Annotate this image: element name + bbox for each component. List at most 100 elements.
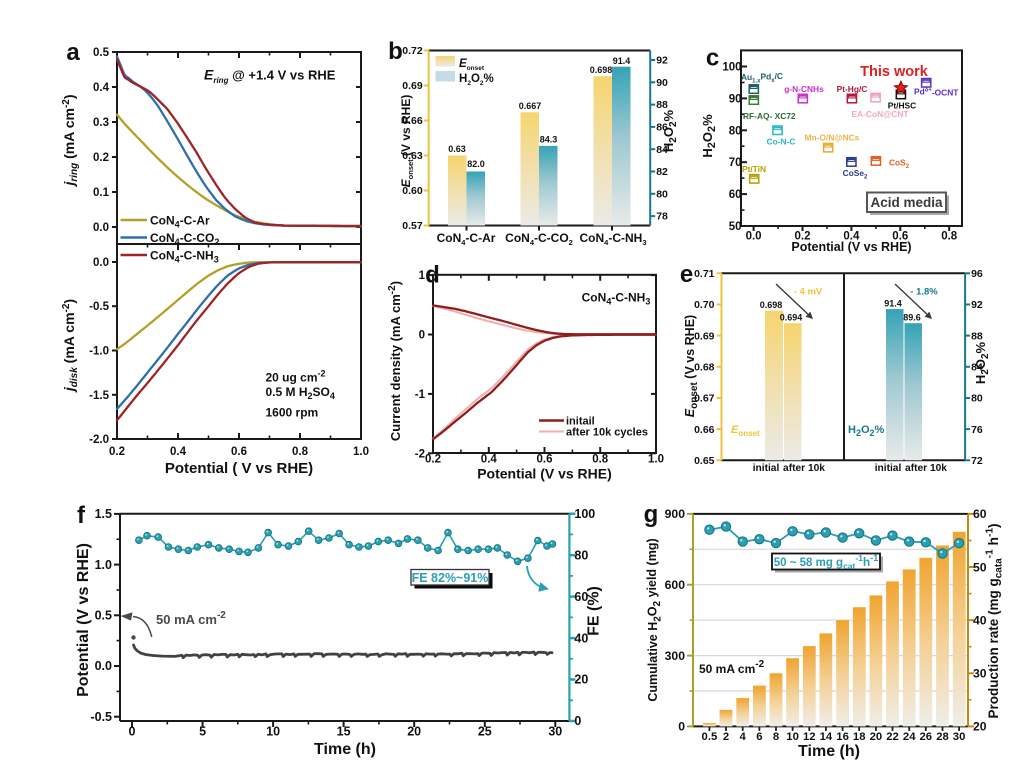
svg-text:1.0: 1.0 [95, 558, 112, 572]
svg-text:initail: initail [566, 416, 595, 428]
svg-text:0.0: 0.0 [93, 222, 109, 234]
svg-text:Ering @ +1.4 V vs RHE: Ering @ +1.4 V vs RHE [204, 67, 336, 86]
svg-text:0.2: 0.2 [425, 454, 441, 466]
svg-text:H2O2%: H2O2% [459, 73, 494, 87]
svg-text:40: 40 [574, 631, 588, 645]
svg-text:Pt/TiN: Pt/TiN [742, 164, 766, 174]
svg-text:20: 20 [574, 673, 588, 687]
svg-text:4: 4 [740, 731, 747, 743]
svg-text:20: 20 [870, 731, 883, 743]
svg-text:92: 92 [656, 55, 668, 67]
svg-text:Time (h): Time (h) [314, 741, 376, 758]
svg-text:after 10k: after 10k [783, 463, 825, 474]
svg-text:50 mA cm-2: 50 mA cm-2 [699, 659, 765, 676]
svg-text:0.57: 0.57 [402, 220, 423, 232]
svg-text:Current density (mA cm-2): Current density (mA cm-2) [387, 281, 403, 441]
svg-text:-2: -2 [415, 448, 425, 460]
svg-text:0.6: 0.6 [231, 446, 247, 458]
svg-text:0: 0 [678, 720, 685, 734]
svg-text:80: 80 [729, 125, 742, 137]
svg-text:0.72: 0.72 [402, 45, 423, 57]
svg-text:CoN4-C-NH3: CoN4-C-NH3 [579, 231, 646, 247]
svg-text:900: 900 [665, 507, 686, 521]
svg-text:0.694: 0.694 [780, 313, 803, 323]
svg-text:0.5: 0.5 [95, 609, 112, 623]
svg-text:92: 92 [971, 299, 983, 311]
svg-text:e: e [680, 261, 693, 288]
svg-text:Acid media: Acid media [870, 195, 943, 210]
svg-text:Time (h): Time (h) [798, 743, 860, 760]
svg-text:24: 24 [903, 731, 916, 743]
svg-text:CoN4-C-CO2: CoN4-C-CO2 [150, 231, 219, 247]
svg-text:0.5: 0.5 [702, 731, 718, 743]
svg-text:0.3: 0.3 [93, 117, 109, 129]
svg-text:0.70: 0.70 [694, 299, 715, 311]
svg-text:88: 88 [656, 99, 668, 111]
svg-text:Eonset (V vs RHE): Eonset (V vs RHE) [399, 95, 415, 188]
svg-text:0.4: 0.4 [93, 82, 110, 94]
svg-text:0.6: 0.6 [892, 231, 908, 243]
svg-text:g-N-CNHs: g-N-CNHs [784, 84, 824, 94]
svg-text:22: 22 [886, 731, 899, 743]
svg-text:40: 40 [973, 613, 987, 627]
svg-text:0.8: 0.8 [941, 231, 958, 243]
svg-text:Potential ( V vs RHE): Potential ( V vs RHE) [165, 460, 313, 477]
svg-text:Potential (V vs RHE): Potential (V vs RHE) [75, 543, 92, 697]
svg-text:0.69: 0.69 [402, 80, 423, 92]
svg-text:76: 76 [971, 424, 983, 436]
svg-text:after 10k: after 10k [905, 463, 947, 474]
svg-text:This work: This work [860, 64, 929, 80]
svg-text:20: 20 [973, 720, 987, 734]
svg-text:Pt-Hg/C: Pt-Hg/C [837, 84, 868, 94]
svg-text:15: 15 [337, 725, 351, 739]
svg-text:Pdδ+-OCNT: Pdδ+-OCNT [914, 87, 959, 98]
svg-text:-1.5: -1.5 [89, 390, 109, 402]
svg-text:78: 78 [656, 211, 668, 223]
svg-text:0.66: 0.66 [402, 115, 423, 127]
svg-text:0.66: 0.66 [694, 424, 715, 436]
svg-text:84: 84 [971, 362, 983, 374]
svg-text:-2.0: -2.0 [89, 434, 109, 446]
svg-text:8: 8 [773, 731, 779, 743]
svg-text:Cumulative H2O2 yield (mg): Cumulative H2O2 yield (mg) [645, 538, 664, 701]
svg-text:30: 30 [953, 731, 966, 743]
svg-text:82: 82 [656, 166, 668, 178]
svg-text:0: 0 [419, 330, 425, 342]
svg-text:1.5: 1.5 [95, 507, 112, 521]
svg-text:80: 80 [971, 393, 983, 405]
svg-text:84: 84 [656, 144, 668, 156]
svg-text:Potential (V vs RHE): Potential (V vs RHE) [791, 240, 911, 254]
svg-text:- 4 mV: - 4 mV [794, 287, 823, 298]
svg-text:after 10k cycles: after 10k cycles [566, 427, 648, 439]
svg-text:initial: initial [875, 463, 902, 474]
svg-text:0.0: 0.0 [93, 257, 109, 269]
svg-text:1.0: 1.0 [648, 454, 664, 466]
svg-text:80: 80 [574, 548, 588, 562]
svg-text:86: 86 [656, 122, 668, 134]
svg-text:96: 96 [971, 268, 983, 280]
svg-text:20: 20 [407, 725, 421, 739]
svg-text:600: 600 [665, 578, 686, 592]
svg-text:0.5: 0.5 [93, 47, 110, 59]
svg-text:initial: initial [753, 463, 780, 474]
svg-text:70: 70 [729, 157, 742, 169]
svg-text:jring (mA cm-2): jring (mA cm-2) [61, 94, 80, 187]
svg-text:60: 60 [973, 507, 987, 521]
svg-text:0.63: 0.63 [448, 144, 466, 154]
svg-text:0.65: 0.65 [694, 455, 715, 467]
svg-text:18: 18 [853, 731, 866, 743]
svg-text:H2O2%: H2O2% [848, 424, 885, 438]
svg-text:1600 rpm: 1600 rpm [266, 406, 319, 420]
svg-text:5: 5 [199, 725, 206, 739]
svg-text:c: c [706, 45, 719, 72]
svg-text:0.698: 0.698 [590, 65, 613, 75]
svg-text:0.4: 0.4 [170, 446, 187, 458]
svg-text:1: 1 [419, 270, 426, 282]
svg-text:jdisk (mA cm-2): jdisk (mA cm-2) [61, 299, 80, 393]
svg-text:12: 12 [803, 731, 816, 743]
svg-text:- 1.8%: - 1.8% [910, 287, 938, 298]
svg-text:50: 50 [973, 560, 987, 574]
svg-text:0.68: 0.68 [694, 362, 715, 374]
svg-text:0: 0 [129, 725, 136, 739]
svg-text:b: b [388, 38, 403, 65]
